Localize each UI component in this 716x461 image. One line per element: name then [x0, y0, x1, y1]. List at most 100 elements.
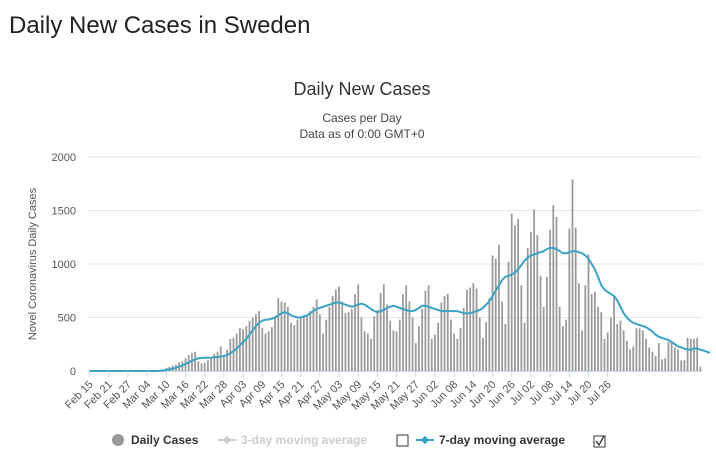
daily-case-bar[interactable]	[501, 301, 504, 371]
daily-case-bar[interactable]	[597, 306, 599, 371]
daily-case-bar[interactable]	[290, 322, 292, 371]
daily-case-bar[interactable]	[635, 328, 638, 371]
daily-case-bar[interactable]	[625, 341, 628, 371]
daily-case-bar[interactable]	[549, 229, 551, 371]
daily-case-bar[interactable]	[491, 255, 494, 371]
daily-case-bar[interactable]	[341, 301, 344, 371]
daily-case-bar[interactable]	[568, 228, 571, 371]
daily-case-bar[interactable]	[402, 293, 404, 371]
daily-case-bar[interactable]	[584, 285, 587, 371]
daily-case-bar[interactable]	[280, 301, 283, 371]
daily-case-bar[interactable]	[408, 301, 411, 371]
daily-case-bar[interactable]	[536, 235, 539, 371]
daily-case-bar[interactable]	[661, 359, 663, 371]
daily-case-bar[interactable]	[514, 225, 516, 371]
daily-case-bar[interactable]	[210, 357, 212, 371]
daily-case-bar[interactable]	[216, 351, 219, 371]
daily-case-bar[interactable]	[696, 337, 699, 371]
daily-case-bar[interactable]	[456, 338, 459, 371]
daily-case-bar[interactable]	[606, 332, 609, 371]
daily-case-bar[interactable]	[235, 333, 238, 371]
legend-item-3-day-moving-average[interactable]: 3-day moving average	[218, 433, 367, 447]
daily-case-bar[interactable]	[229, 338, 232, 371]
daily-case-bar[interactable]	[261, 328, 264, 371]
daily-case-bar[interactable]	[657, 343, 660, 371]
daily-case-bar[interactable]	[539, 275, 542, 371]
daily-case-bar[interactable]	[296, 319, 299, 371]
daily-case-bar[interactable]	[507, 261, 510, 371]
daily-case-bar[interactable]	[609, 317, 612, 372]
daily-case-bar[interactable]	[370, 338, 372, 371]
daily-case-bar[interactable]	[200, 363, 203, 371]
daily-case-bar[interactable]	[318, 314, 321, 371]
daily-case-bar[interactable]	[360, 317, 363, 372]
daily-case-bar[interactable]	[581, 330, 583, 371]
daily-case-bar[interactable]	[558, 306, 561, 371]
daily-case-bar[interactable]	[574, 227, 577, 371]
daily-case-bar[interactable]	[459, 328, 462, 371]
daily-case-bar[interactable]	[309, 311, 312, 371]
daily-case-bar[interactable]	[197, 361, 200, 371]
daily-case-bar[interactable]	[613, 296, 615, 371]
daily-case-bar[interactable]	[571, 179, 574, 371]
legend-item-daily-cases[interactable]: Daily Cases	[112, 433, 199, 447]
daily-case-bar[interactable]	[350, 308, 353, 371]
daily-case-bar[interactable]	[526, 247, 529, 371]
daily-case-bar[interactable]	[632, 346, 635, 371]
daily-case-bar[interactable]	[299, 317, 302, 372]
daily-case-bar[interactable]	[382, 284, 385, 371]
daily-case-bar[interactable]	[622, 330, 625, 371]
daily-case-bar[interactable]	[648, 347, 651, 371]
daily-case-bar[interactable]	[389, 320, 392, 371]
daily-case-bar[interactable]	[427, 285, 430, 371]
daily-case-bar[interactable]	[478, 317, 481, 372]
daily-case-bar[interactable]	[578, 283, 580, 371]
daily-case-bar[interactable]	[677, 349, 679, 371]
daily-case-bar[interactable]	[347, 312, 350, 371]
daily-case-bar[interactable]	[363, 331, 366, 371]
daily-case-bar[interactable]	[587, 254, 590, 371]
daily-case-bar[interactable]	[421, 308, 424, 371]
daily-case-bar[interactable]	[616, 323, 619, 371]
daily-case-bar[interactable]	[485, 321, 488, 371]
daily-case-bar[interactable]	[562, 326, 564, 371]
daily-case-bar[interactable]	[264, 333, 267, 371]
daily-case-bar[interactable]	[395, 331, 398, 371]
daily-case-bar[interactable]	[437, 322, 440, 371]
daily-case-bar[interactable]	[251, 317, 254, 372]
daily-case-bar[interactable]	[293, 324, 296, 371]
daily-case-bar[interactable]	[354, 293, 356, 371]
daily-case-bar[interactable]	[267, 331, 270, 371]
daily-case-bar[interactable]	[517, 219, 519, 371]
daily-case-bar[interactable]	[258, 311, 260, 371]
daily-case-bar[interactable]	[651, 351, 654, 371]
daily-case-bar[interactable]	[232, 337, 235, 371]
daily-case-bar[interactable]	[379, 292, 382, 371]
daily-case-bar[interactable]	[434, 334, 436, 371]
daily-case-bar[interactable]	[255, 314, 257, 371]
empty-checkbox-icon[interactable]	[396, 434, 409, 447]
daily-case-bar[interactable]	[440, 302, 443, 371]
daily-case-bar[interactable]	[411, 317, 414, 372]
daily-case-bar[interactable]	[494, 258, 497, 371]
daily-case-bar[interactable]	[693, 338, 695, 371]
daily-case-bar[interactable]	[504, 323, 507, 371]
daily-case-bar[interactable]	[510, 213, 513, 371]
daily-case-bar[interactable]	[418, 326, 420, 371]
daily-case-bar[interactable]	[274, 317, 276, 372]
daily-case-bar[interactable]	[194, 351, 197, 371]
daily-case-bar[interactable]	[271, 327, 273, 371]
daily-case-bar[interactable]	[424, 290, 427, 371]
daily-case-bar[interactable]	[322, 333, 324, 371]
daily-case-bar[interactable]	[398, 319, 401, 371]
daily-case-bar[interactable]	[338, 286, 340, 371]
daily-case-bar[interactable]	[654, 356, 657, 371]
daily-case-bar[interactable]	[405, 285, 408, 371]
daily-case-bar[interactable]	[638, 328, 641, 371]
daily-case-bar[interactable]	[590, 293, 593, 371]
ma7-line[interactable]	[89, 246, 711, 372]
daily-case-bar[interactable]	[450, 319, 452, 371]
daily-case-bar[interactable]	[331, 296, 334, 371]
legend-item-7-day-moving-average[interactable]: 7-day moving average	[416, 433, 565, 447]
daily-case-bar[interactable]	[498, 244, 500, 371]
